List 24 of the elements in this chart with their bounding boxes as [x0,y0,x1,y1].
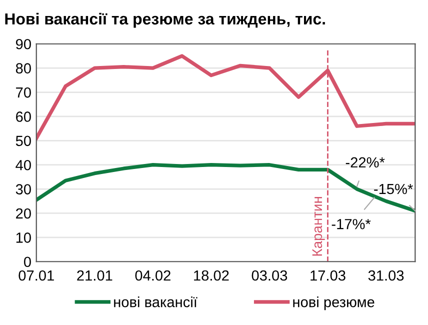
chart-title: Нові вакансії та резюме за тиждень, тис. [5,12,325,28]
y-tick-label: 50 [16,136,31,146]
y-tick-label: 30 [16,184,31,194]
annotation: -15%* [374,184,413,194]
y-tick-label: 40 [16,160,31,170]
y-tick-label: 80 [16,63,31,74]
x-tick-label: 17.03 [310,270,346,281]
y-tick-label: 70 [16,87,31,98]
x-tick-label: 03.03 [252,270,288,281]
y-tick-label: 90 [16,38,31,50]
legend-label: нові резюме [293,296,374,310]
ref-line-label: Карантин [312,197,325,256]
annotation: -17%* [332,218,371,230]
x-tick-label: 04.02 [135,270,170,281]
y-tick-label: 20 [16,208,31,219]
x-tick-label: 31.03 [368,270,404,281]
legend-label: нові вакансії [114,296,198,308]
annotation: -22%* [346,157,385,168]
y-tick-label: 0 [24,256,31,268]
y-tick-label: 10 [16,232,31,243]
x-tick-label: 18.02 [194,270,229,281]
x-tick-label: 07.01 [18,270,54,281]
x-tick-label: 21.01 [77,270,112,281]
y-tick-label: 60 [16,112,31,122]
